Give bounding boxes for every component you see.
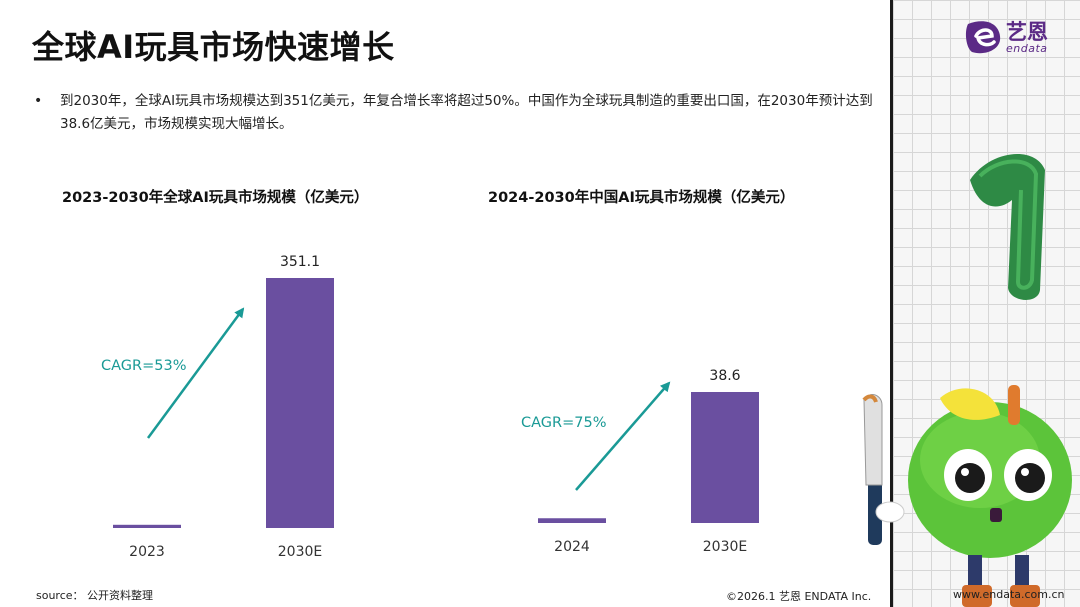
bar-china-2030E xyxy=(691,392,759,523)
logo-cn-text: 艺恩 xyxy=(1006,20,1048,44)
bar-china-2024 xyxy=(538,518,606,523)
slide: 全球AI玩具市场快速增长 • 到2030年，全球AI玩具市场规模达到351亿美元… xyxy=(32,28,874,603)
chart-title-global: 2023-2030年全球AI玩具市场规模（亿美元） xyxy=(62,190,369,206)
source-note: source： 公开资料整理 xyxy=(36,589,154,602)
data-label-china-2030E: 38.6 xyxy=(709,368,740,384)
category-label-global-2030E: 2030E xyxy=(278,544,322,560)
category-label-global-2023: 2023 xyxy=(129,544,165,560)
category-label-china-2030E: 2030E xyxy=(703,539,747,555)
copyright-note: ©2026.1 艺恩 ENDATA Inc. xyxy=(726,590,872,603)
endata-logo-icon xyxy=(965,21,1001,54)
bar-global-2030E xyxy=(266,278,334,528)
bullet-marker: • xyxy=(34,93,43,109)
logo-en-text: endata xyxy=(1006,42,1048,55)
summary-text: 到2030年，全球AI玩具市场规模达到351亿美元，年复合增长率将超过50%。中… xyxy=(60,93,873,132)
data-label-global-2030E: 351.1 xyxy=(280,254,320,270)
apple-mascot-icon xyxy=(862,153,1072,607)
cagr-label-global: CAGR=53% xyxy=(101,358,186,374)
summary-bullet: • 到2030年，全球AI玩具市场规模达到351亿美元，年复合增长率将超过50%… xyxy=(34,90,874,136)
website-url: www.endata.com.cn xyxy=(953,588,1065,601)
chart-title-china: 2024-2030年中国AI玩具市场规模（亿美元） xyxy=(488,190,795,206)
cagr-arrow-china xyxy=(575,381,671,491)
panel-divider xyxy=(890,0,893,607)
page-title: 全球AI玩具市场快速增长 xyxy=(32,28,395,66)
cagr-label-china: CAGR=75% xyxy=(521,415,606,431)
charts-canvas: 2023 351.1 2030E CAGR=53% 2024 38.6 2030E CAGR=… xyxy=(101,254,759,560)
bar-global-2023 xyxy=(113,524,181,528)
category-label-china-2024: 2024 xyxy=(554,539,590,555)
cagr-arrow-global xyxy=(146,307,245,439)
